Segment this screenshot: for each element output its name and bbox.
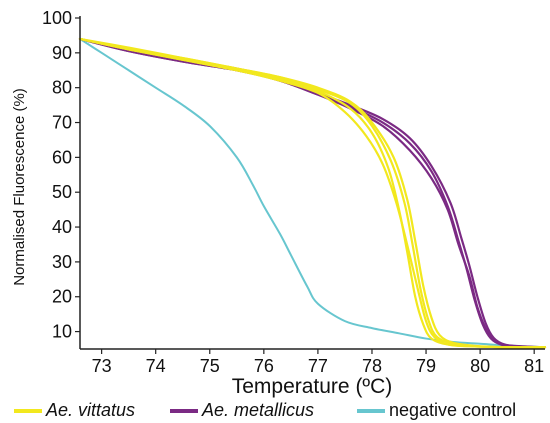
- x-axis-label: Temperature (ºC): [232, 375, 393, 398]
- y-tick-label: 50: [52, 182, 72, 202]
- legend: Ae. vittatus Ae. metallicus negative con…: [0, 398, 550, 423]
- legend-item-ae-metallicus: Ae. metallicus: [170, 400, 314, 421]
- y-tick-label: 30: [52, 252, 72, 272]
- y-tick-label: 40: [52, 217, 72, 237]
- series-line-ae-vittatus-3: [78, 37, 547, 349]
- legend-item-negative-control: negative control: [357, 400, 516, 421]
- x-tick-label: 80: [470, 356, 490, 376]
- y-tick-label: 60: [52, 147, 72, 167]
- y-tick-label: 70: [52, 113, 72, 133]
- legend-label-ae-vittatus: Ae. vittatus: [46, 400, 136, 420]
- legend-label-ae-metallicus: Ae. metallicus: [202, 400, 315, 420]
- legend-swatch-ae-vittatus: [14, 408, 42, 413]
- y-tick-label: 10: [52, 322, 72, 342]
- x-tick-label: 77: [308, 356, 328, 376]
- x-tick-label: 73: [92, 356, 112, 376]
- x-tick-label: 81: [524, 356, 544, 376]
- x-tick-label: 76: [254, 356, 274, 376]
- x-axis-ticks: 73 74 75 76 77 78 79 80 81: [92, 349, 544, 376]
- x-tick-label: 79: [416, 356, 436, 376]
- x-tick-label: 74: [146, 356, 166, 376]
- y-tick-label: 90: [52, 43, 72, 63]
- series-lines: [78, 37, 547, 349]
- axes: [79, 16, 545, 350]
- legend-label-negative-control: negative control: [389, 400, 517, 420]
- x-tick-label: 78: [362, 356, 382, 376]
- x-tick-label: 75: [200, 356, 220, 376]
- y-tick-label: 20: [52, 287, 72, 307]
- y-tick-label: 100: [42, 8, 72, 28]
- y-axis-ticks: 10 20 30 40 50 60 70 80 90 100: [42, 8, 80, 342]
- series-line-ae-vittatus-2: [78, 37, 547, 349]
- y-tick-label: 80: [52, 78, 72, 98]
- y-axis-label: Normalised Fluorescence (%): [11, 88, 28, 286]
- legend-swatch-ae-metallicus: [170, 408, 198, 413]
- legend-item-ae-vittatus: Ae. vittatus: [14, 400, 135, 421]
- legend-swatch-negative-control: [357, 408, 385, 413]
